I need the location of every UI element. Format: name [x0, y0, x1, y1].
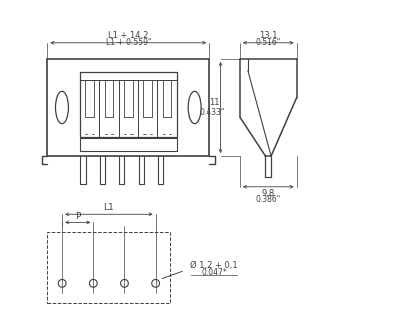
Text: 11: 11 — [209, 98, 219, 107]
Text: 9,8: 9,8 — [262, 189, 275, 198]
Text: 13,1: 13,1 — [259, 31, 278, 40]
Bar — [47, 59, 209, 156]
Text: P: P — [75, 212, 81, 221]
Text: 0.516": 0.516" — [256, 38, 281, 46]
Text: 0.386": 0.386" — [256, 195, 281, 204]
Text: L1 + 0.559": L1 + 0.559" — [106, 38, 151, 46]
Text: L1: L1 — [103, 203, 114, 212]
Text: Ø 1,2 + 0,1: Ø 1,2 + 0,1 — [190, 261, 238, 270]
Text: 0.047*: 0.047* — [201, 268, 227, 277]
Bar — [47, 232, 170, 303]
Text: L1 + 14,2: L1 + 14,2 — [108, 31, 148, 40]
Bar — [80, 137, 177, 151]
Text: 0.433": 0.433" — [200, 108, 225, 117]
